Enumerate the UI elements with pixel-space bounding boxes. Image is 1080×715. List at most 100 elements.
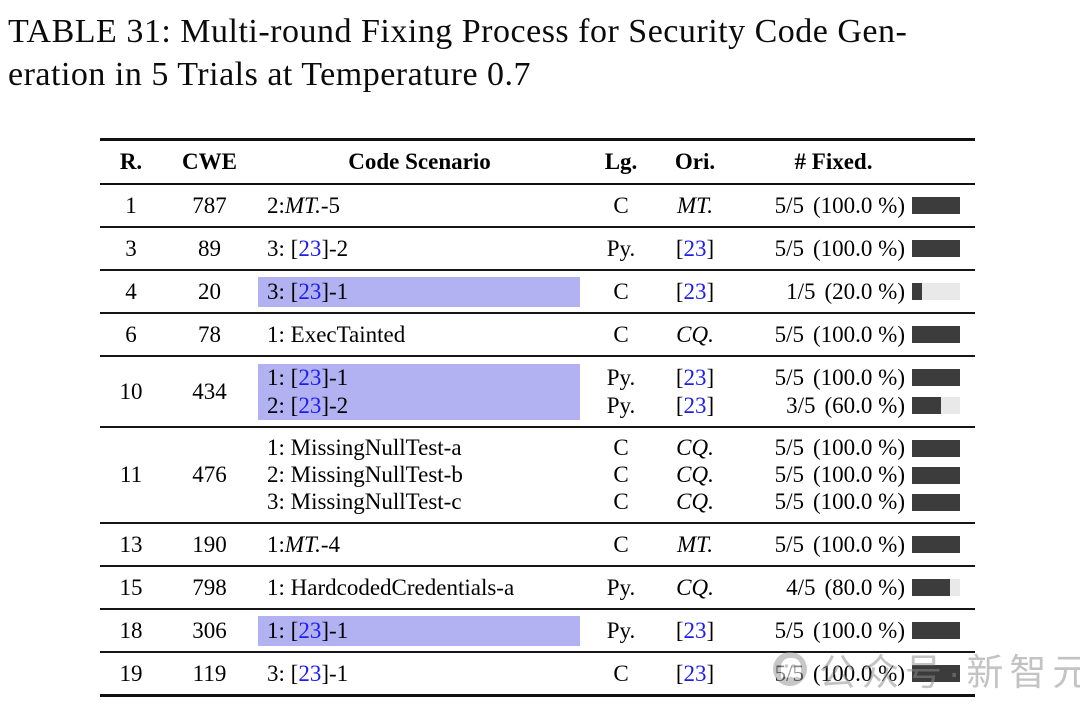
row-lines: 3: [23]-1 C[23] 1/5 (20.0 %): [257, 271, 975, 312]
citation-link[interactable]: 23: [683, 392, 707, 418]
source-abbrev: CQ.: [676, 321, 714, 347]
language-cell: Py.: [606, 235, 636, 261]
rank-cell: 18: [119, 617, 143, 643]
origin-cell: [23]: [660, 277, 730, 307]
citation-link[interactable]: 23: [298, 235, 322, 261]
citation-link[interactable]: 23: [683, 278, 707, 304]
origin-cell: CQ.: [660, 320, 730, 350]
language-cell: Py.: [606, 392, 636, 418]
row-lines: 3: [23]-2 Py.[23] 5/5 (100.0 %): [257, 228, 975, 269]
fixed-percent: (100.0 %): [813, 364, 905, 390]
text-segment: 1: MissingNullTest-a: [267, 435, 462, 460]
scenario-text: 3: [23]-1: [258, 659, 580, 689]
language-cell: C: [613, 321, 629, 347]
table-row: 6 78 1: ExecTainted C CQ. 5/5 (100.0 %): [100, 314, 975, 357]
scenario-cell: 1: [23]-1: [257, 363, 582, 392]
scenario-text: 2: MT. -5: [258, 191, 580, 221]
text-segment: -5: [320, 192, 341, 218]
language-cell: C: [613, 435, 629, 460]
text-segment: [: [675, 278, 684, 304]
citation-link[interactable]: 23: [298, 278, 322, 304]
citation-link[interactable]: 23: [298, 617, 322, 643]
text-segment: 3: [: [267, 235, 299, 261]
fixed-count: 5/5: [774, 321, 805, 347]
source-abbrev: CQ.: [676, 462, 714, 487]
origin-cell: [23]: [660, 364, 730, 392]
fixed-cell: 5/5 (100.0 %): [730, 489, 975, 516]
fixed-bar: [912, 439, 960, 457]
scenario-cell: 2: MT. -5: [257, 191, 582, 221]
table-line: 1: MT. -4 C MT. 5/5 (100.0 %): [257, 530, 975, 560]
origin-cell: CQ.: [660, 435, 730, 462]
fixed-bar-fill: [912, 397, 941, 414]
cwe-cell: 798: [192, 574, 227, 600]
fixed-cell: 5/5 (100.0 %): [730, 191, 975, 221]
table-row: 4 20 3: [23]-1 C[23] 1/5 (20.0 %): [100, 271, 975, 314]
language-cell: C: [613, 462, 629, 487]
fixed-bar: [912, 466, 960, 484]
citation-link[interactable]: 23: [683, 660, 707, 686]
source-abbrev: MT.: [284, 531, 321, 557]
table-line: 1: ExecTainted C CQ. 5/5 (100.0 %): [257, 320, 975, 350]
fixed-bar-fill: [912, 493, 960, 511]
scenario-cell: 3: [23]-1: [257, 659, 582, 689]
row-lines: 1: HardcodedCredentials-a Py. CQ. 4/5 (80.0 …: [257, 567, 975, 608]
text-segment: ]: [706, 235, 715, 261]
rank-cell: 4: [125, 278, 137, 304]
origin-cell: [23]: [660, 659, 730, 689]
text-segment: [: [675, 392, 684, 418]
scenario-highlight: 1: [23]-1: [258, 363, 580, 392]
fixed-count: 5/5: [774, 660, 805, 686]
rank-cell: 19: [119, 660, 143, 686]
fixed-bar-fill: [912, 439, 960, 457]
text-segment: ]: [706, 392, 715, 418]
language-cell: C: [613, 192, 629, 218]
fixed-bar-fill: [912, 369, 960, 386]
language-cell: C: [613, 278, 629, 304]
language-cell: Py.: [606, 364, 636, 390]
citation-link[interactable]: 23: [298, 392, 322, 418]
cwe-cell: 20: [198, 278, 221, 304]
citation-link[interactable]: 23: [683, 617, 707, 643]
text-segment: [: [675, 235, 684, 261]
header-code-scenario: Code Scenario: [348, 149, 491, 174]
fixed-bar: [912, 197, 960, 214]
fixed-bar: [912, 397, 960, 414]
table-line: 2: [23]-2 Py.[23] 3/5 (60.0 %): [257, 391, 975, 420]
language-cell: C: [613, 660, 629, 686]
text-segment: ]-1: [321, 364, 349, 390]
text-segment: 2: MissingNullTest-b: [267, 462, 463, 487]
origin-cell: CQ.: [660, 489, 730, 516]
fixed-bar-fill: [912, 283, 922, 300]
scenario-text: 2: MissingNullTest-b: [258, 462, 580, 489]
table-line: 1: MissingNullTest-a C CQ. 5/5 (100.0 %): [257, 435, 975, 462]
fixed-count: 5/5: [774, 192, 805, 218]
text-segment: ]: [706, 617, 715, 643]
text-segment: 1: [: [267, 364, 299, 390]
table-line: 3: MissingNullTest-c C CQ. 5/5 (100.0 %): [257, 489, 975, 516]
scenario-text: 1: MT. -4: [258, 530, 580, 560]
table-line: 2: MissingNullTest-b C CQ. 5/5 (100.0 %): [257, 462, 975, 489]
origin-cell: CQ.: [660, 462, 730, 489]
rank-cell: 13: [119, 531, 143, 557]
citation-link[interactable]: 23: [683, 235, 707, 261]
rank-cell: 1: [125, 192, 137, 218]
fixed-cell: 4/5 (80.0 %): [730, 573, 975, 603]
citation-link[interactable]: 23: [683, 364, 707, 390]
citation-link[interactable]: 23: [298, 660, 322, 686]
cwe-cell: 306: [192, 617, 227, 643]
rank-cell: 6: [125, 321, 137, 347]
fixed-cell: 1/5 (20.0 %): [730, 277, 975, 307]
language-cell: C: [613, 531, 629, 557]
citation-link[interactable]: 23: [298, 364, 322, 390]
table-line: 1: HardcodedCredentials-a Py. CQ. 4/5 (80.0 …: [257, 573, 975, 603]
scenario-cell: 1: MissingNullTest-a: [257, 435, 582, 462]
table-row: 10 434 1: [23]-1 Py.[23] 5/5 (100.0 %) 2: [23]…: [100, 357, 975, 428]
cwe-cell: 787: [192, 192, 227, 218]
text-segment: ]-1: [321, 660, 349, 686]
fixed-bar: [912, 665, 960, 682]
fixed-count: 3/5: [786, 392, 816, 418]
fixed-count: 4/5: [786, 574, 816, 600]
text-segment: ]: [706, 364, 715, 390]
fixed-bar: [912, 283, 960, 300]
